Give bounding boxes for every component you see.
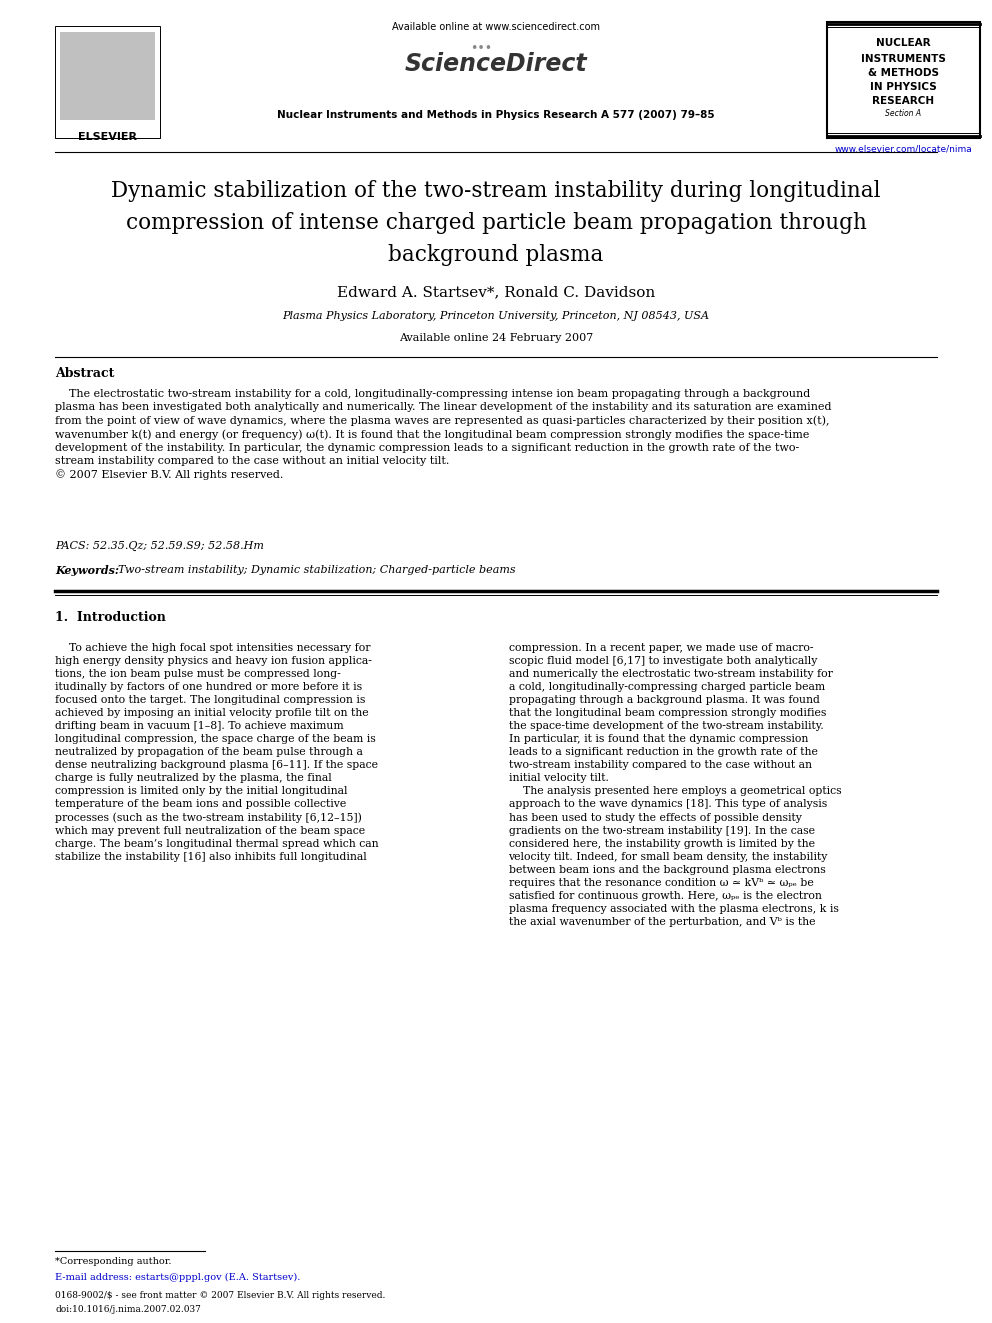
Text: Abstract: Abstract: [55, 366, 114, 380]
Bar: [55, 26, 160, 138]
Bar: [60, 32, 155, 120]
Text: PACS: 52.35.Qz; 52.59.S9; 52.58.Hm: PACS: 52.35.Qz; 52.59.S9; 52.58.Hm: [55, 541, 264, 552]
Text: www.elsevier.com/locate/nima: www.elsevier.com/locate/nima: [834, 144, 972, 153]
Text: *Corresponding author.: *Corresponding author.: [55, 1257, 172, 1266]
Text: 0168-9002/$ - see front matter © 2007 Elsevier B.V. All rights reserved.: 0168-9002/$ - see front matter © 2007 El…: [55, 1291, 385, 1301]
Text: doi:10.1016/j.nima.2007.02.037: doi:10.1016/j.nima.2007.02.037: [55, 1304, 200, 1314]
Text: Edward A. Startsev*, Ronald C. Davidson: Edward A. Startsev*, Ronald C. Davidson: [337, 284, 655, 299]
Text: Section A: Section A: [886, 108, 922, 118]
Text: Plasma Physics Laboratory, Princeton University, Princeton, NJ 08543, USA: Plasma Physics Laboratory, Princeton Uni…: [283, 311, 709, 321]
Text: E-mail address: estarts@pppl.gov (E.A. Startsev).: E-mail address: estarts@pppl.gov (E.A. S…: [55, 1273, 301, 1282]
Text: Available online at www.sciencedirect.com: Available online at www.sciencedirect.co…: [392, 22, 600, 32]
Text: INSTRUMENTS: INSTRUMENTS: [861, 54, 946, 64]
Text: Available online 24 February 2007: Available online 24 February 2007: [399, 333, 593, 343]
Text: ScienceDirect: ScienceDirect: [405, 52, 587, 75]
Text: Dynamic stabilization of the two-stream instability during longitudinal: Dynamic stabilization of the two-stream …: [111, 180, 881, 202]
Bar: [827, 22, 980, 138]
Text: ELSEVIER: ELSEVIER: [78, 132, 137, 142]
Text: 1.  Introduction: 1. Introduction: [55, 611, 166, 624]
Text: NUCLEAR: NUCLEAR: [876, 38, 930, 48]
Text: IN PHYSICS: IN PHYSICS: [870, 82, 936, 93]
Text: The electrostatic two-stream instability for a cold, longitudinally-compressing : The electrostatic two-stream instability…: [55, 389, 831, 480]
Text: Two-stream instability; Dynamic stabilization; Charged-particle beams: Two-stream instability; Dynamic stabiliz…: [118, 565, 516, 576]
Text: To achieve the high focal spot intensities necessary for
high energy density phy: To achieve the high focal spot intensiti…: [55, 643, 379, 863]
Text: Keywords:: Keywords:: [55, 565, 123, 576]
Text: RESEARCH: RESEARCH: [872, 97, 934, 106]
Text: compression of intense charged particle beam propagation through: compression of intense charged particle …: [126, 212, 866, 234]
Text: & METHODS: & METHODS: [868, 67, 939, 78]
Text: Nuclear Instruments and Methods in Physics Research A 577 (2007) 79–85: Nuclear Instruments and Methods in Physi…: [277, 110, 715, 120]
Text: •••: •••: [470, 42, 492, 56]
Text: compression. In a recent paper, we made use of macro-
scopic fluid model [6,17] : compression. In a recent paper, we made …: [509, 643, 841, 927]
Text: background plasma: background plasma: [388, 243, 604, 266]
